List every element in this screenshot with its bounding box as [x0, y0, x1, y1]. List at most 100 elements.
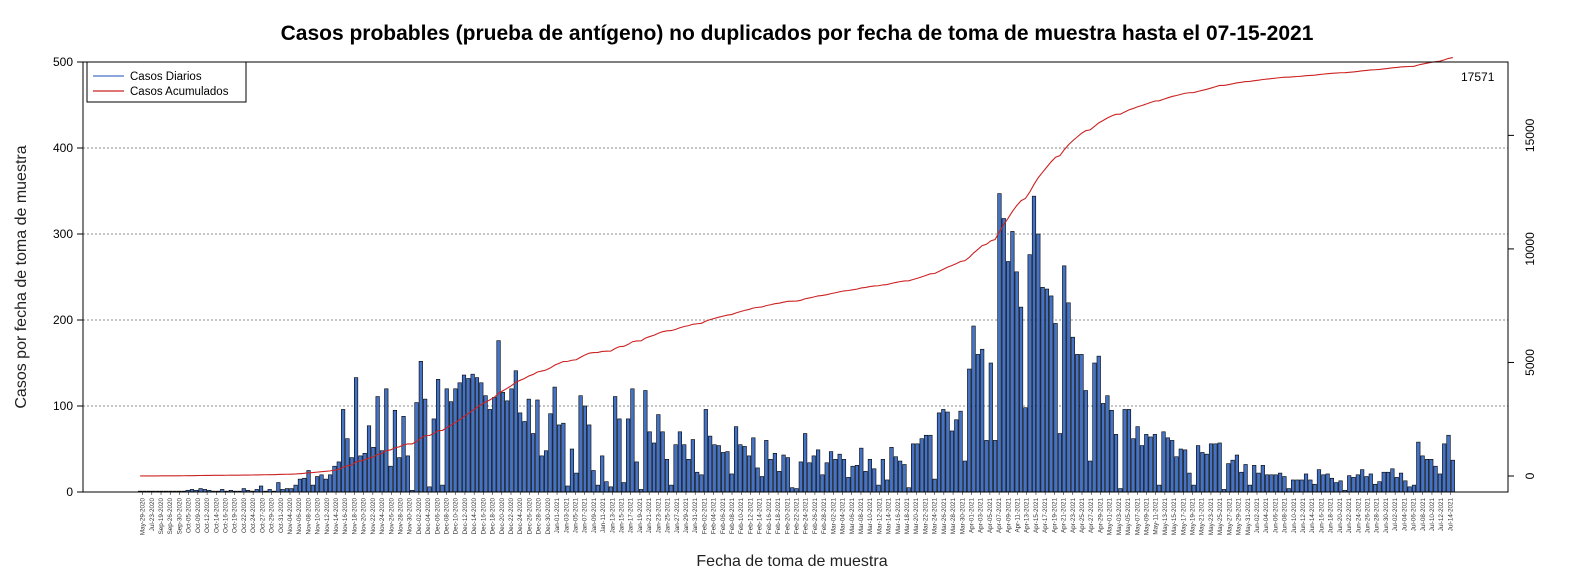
- bar: [1265, 474, 1270, 493]
- x-tick-label: Feb-02-2021: [701, 498, 708, 535]
- bar: [466, 378, 471, 493]
- bar: [993, 440, 998, 493]
- bar: [733, 426, 739, 493]
- bar: [353, 377, 359, 493]
- bar: [1308, 479, 1313, 493]
- bar: [1386, 471, 1391, 493]
- bar: [1126, 409, 1132, 493]
- x-tick-label: Dec-10-2020: [453, 498, 460, 535]
- bar: [1001, 218, 1006, 493]
- x-tick-label: Mar-16-2021: [895, 498, 902, 535]
- bar: [1075, 354, 1080, 493]
- bar: [880, 459, 885, 493]
- bar: [1390, 468, 1395, 493]
- x-tick-label: Apr-19-2021: [1051, 498, 1058, 534]
- bar: [1424, 459, 1430, 493]
- bar: [1096, 355, 1101, 493]
- x-tick-label: Jun-02-2021: [1254, 498, 1261, 534]
- bar: [794, 488, 799, 493]
- bar: [1044, 288, 1050, 493]
- bar: [695, 471, 700, 493]
- x-axis: May-29-2020 Jul-23-2020 Sep-19-2020 Sep-26-…: [140, 492, 1454, 536]
- bar: [587, 424, 592, 493]
- bar: [742, 446, 747, 493]
- x-tick-label: Sep-30-2020: [176, 498, 183, 535]
- x-tick-label: May-15-2021: [1171, 498, 1178, 536]
- bar: [643, 390, 648, 493]
- bar: [941, 409, 946, 493]
- bar: [759, 476, 765, 493]
- bar: [885, 479, 890, 493]
- x-tick-label: Jan-17-2021: [628, 498, 635, 534]
- bar: [958, 410, 963, 493]
- bar: [1316, 469, 1322, 493]
- x-tick-label: Apr-07-2021: [996, 498, 1003, 534]
- y-tick-label: 200: [53, 313, 73, 327]
- y2-tick-label: 0: [1523, 472, 1537, 479]
- bar: [1122, 409, 1127, 493]
- bar: [500, 391, 505, 493]
- x-tick-label: Jan-27-2021: [674, 498, 681, 534]
- x-tick-label: Jun-14-2021: [1309, 498, 1316, 534]
- bar: [427, 486, 432, 493]
- x-tick-label: Nov-26-2020: [388, 498, 395, 535]
- bar: [1329, 477, 1335, 493]
- bar: [1092, 362, 1097, 493]
- bar: [1312, 483, 1317, 493]
- x-tick-label: Oct-12-2020: [204, 498, 211, 533]
- x-tick-label: May-27-2021: [1226, 498, 1233, 536]
- bar: [1053, 323, 1058, 493]
- y-tick-label: 500: [53, 55, 73, 69]
- x-tick-label: Apr-17-2021: [1042, 498, 1049, 534]
- bar: [198, 488, 203, 493]
- bar: [423, 398, 428, 493]
- bar: [859, 447, 864, 493]
- bar: [708, 435, 713, 493]
- bar: [1079, 354, 1084, 493]
- bar: [1105, 395, 1110, 493]
- bar: [569, 448, 575, 493]
- bar: [1131, 438, 1136, 493]
- bar: [1429, 459, 1434, 493]
- bar: [712, 444, 717, 493]
- x-tick-label: May-19-2021: [1190, 498, 1197, 536]
- bar: [1334, 482, 1339, 493]
- bar: [634, 461, 639, 493]
- x-tick-label: May-13-2021: [1162, 498, 1169, 536]
- y-tick-label: 400: [53, 141, 73, 155]
- bar: [1303, 473, 1309, 493]
- x-tick-label: May-05-2021: [1125, 498, 1132, 536]
- x-tick-label: Nov-16-2020: [342, 498, 349, 535]
- bar: [1278, 472, 1283, 493]
- bar: [928, 434, 933, 493]
- bar: [1101, 403, 1106, 493]
- bar: [816, 449, 821, 493]
- bar: [431, 418, 436, 493]
- bar: [1066, 302, 1071, 493]
- x-tick-label: Jan-01-2021: [554, 498, 561, 534]
- bar: [496, 340, 501, 493]
- x-tick-label: Jul-02-2021: [1392, 498, 1399, 532]
- bar: [1252, 465, 1257, 493]
- bar: [440, 484, 445, 493]
- bar: [323, 478, 328, 493]
- x-tick-label: Feb-24-2021: [803, 498, 810, 535]
- bar: [297, 478, 303, 493]
- bar: [729, 473, 734, 493]
- x-tick-label: Feb-04-2021: [711, 498, 718, 535]
- bar: [1191, 484, 1196, 493]
- bar: [453, 388, 458, 493]
- x-axis-label: Fecha de toma de muestra: [696, 553, 887, 570]
- x-tick-label: Jun-16-2021: [1318, 498, 1325, 534]
- x-tick-label: Apr-09-2021: [1005, 498, 1012, 534]
- x-tick-label: Oct-24-2020: [250, 498, 257, 533]
- bar: [1014, 271, 1019, 493]
- bar: [673, 444, 678, 493]
- x-tick-label: Feb-18-2021: [775, 498, 782, 535]
- bar: [919, 438, 924, 493]
- bar: [777, 471, 782, 493]
- bar: [384, 388, 389, 493]
- bar: [898, 460, 903, 493]
- bar: [336, 461, 341, 493]
- bar: [889, 446, 894, 493]
